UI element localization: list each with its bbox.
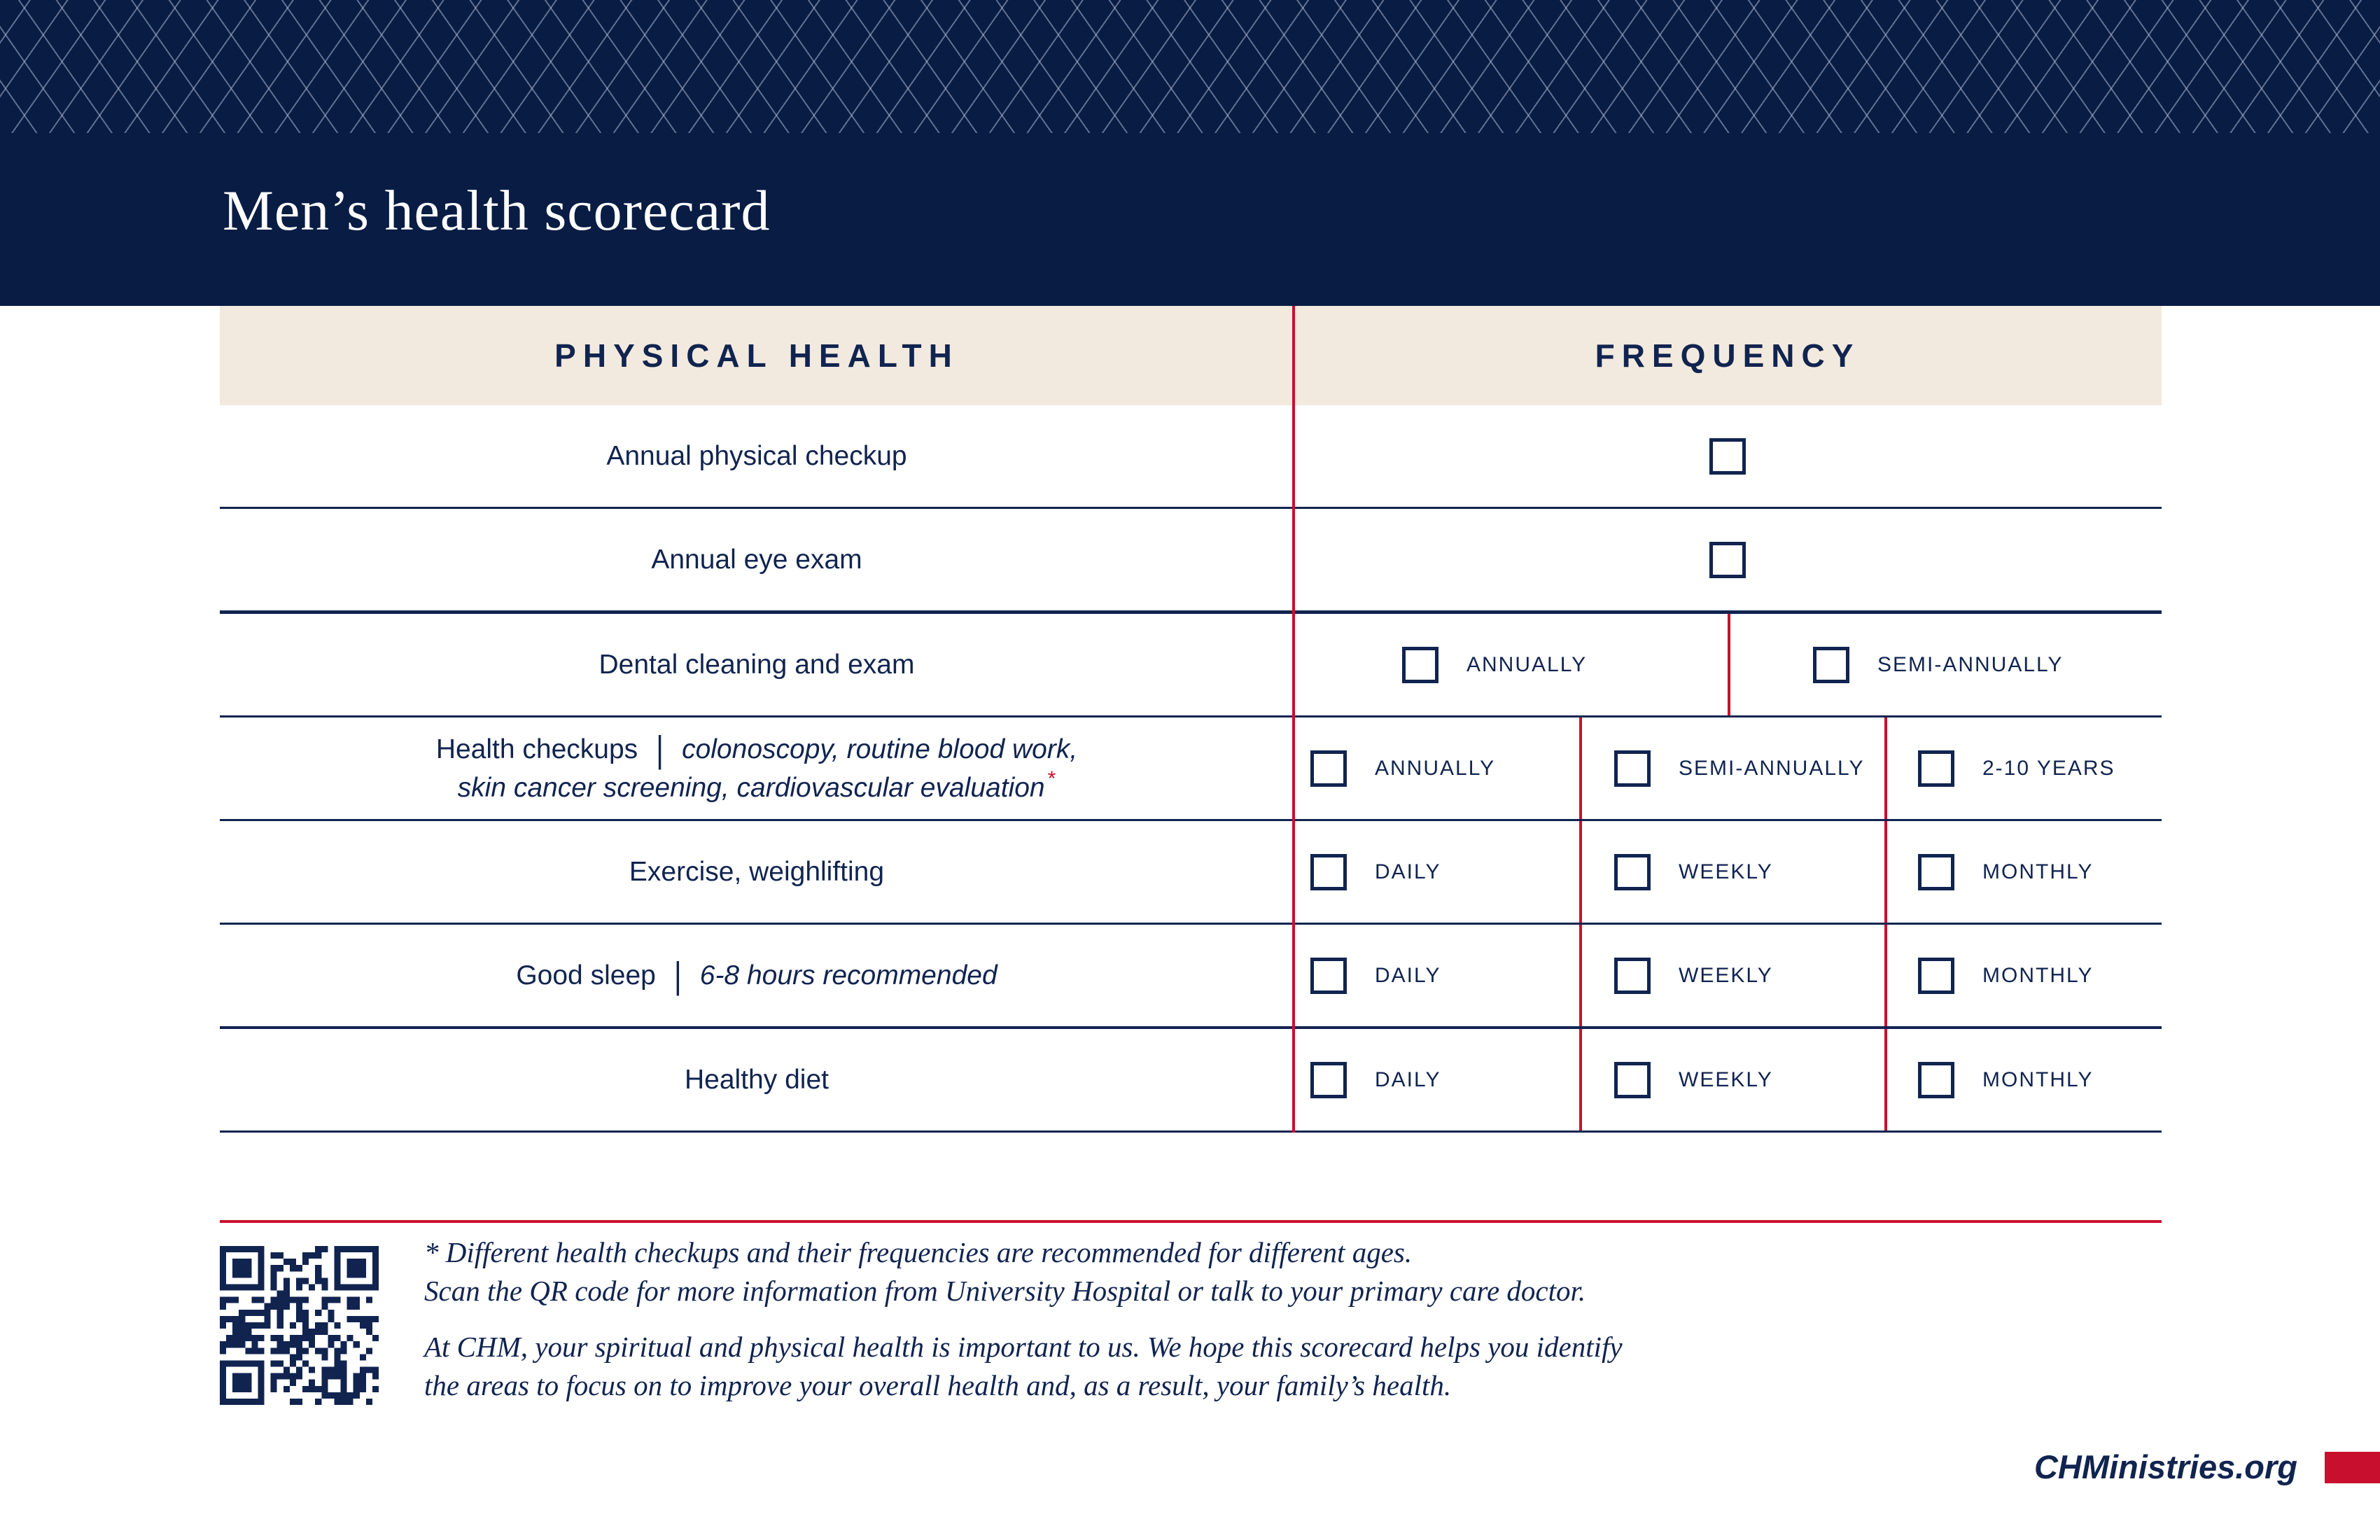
checkbox[interactable] (1918, 853, 1954, 890)
row-label: Exercise, weighlifting (629, 857, 885, 887)
table-row: Healthy diet DAILY WEEKLY MONTHLY (220, 1029, 2162, 1133)
checkbox[interactable] (1402, 646, 1438, 683)
frequency-cell: ANNUALLY SEMI-ANNUALLY (1294, 614, 2162, 715)
checkbox[interactable] (1709, 438, 1746, 475)
frequency-option (1294, 405, 2162, 507)
option-label: WEEKLY (1679, 1068, 1773, 1091)
row-label-cell: Good sleep | 6-8 hours recommended (220, 925, 1294, 1026)
frequency-option: DAILY (1294, 821, 1579, 923)
checkbox[interactable] (1614, 1061, 1651, 1098)
option-label: 2-10 YEARS (1982, 756, 2115, 780)
table-row: Exercise, weighlifting DAILY WEEKLY MONTHLY (220, 821, 2162, 925)
table-row: Annual eye exam (220, 509, 2162, 614)
option-label: WEEKLY (1679, 963, 1773, 987)
table-header-row: PHYSICAL HEALTH FREQUENCY (220, 306, 2162, 405)
option-label: MONTHLY (1982, 963, 2094, 987)
option-label: DAILY (1375, 1068, 1441, 1091)
table-body: Annual physical checkup Annual eye exam De… (220, 405, 2162, 1133)
checkbox[interactable] (1310, 853, 1347, 890)
row-label-cell: Healthy diet (220, 1029, 1294, 1130)
option-label: MONTHLY (1982, 860, 2094, 883)
frequency-option: MONTHLY (1884, 925, 2162, 1026)
checkbox[interactable] (1614, 750, 1651, 787)
column-header-physical-health: PHYSICAL HEALTH (554, 337, 959, 374)
checkbox[interactable] (1310, 750, 1347, 787)
red-accent-block (2325, 1452, 2380, 1483)
frequency-option: WEEKLY (1579, 1029, 1884, 1130)
footnote-line: * Different health checkups and their fr… (424, 1236, 1413, 1268)
option-label: MONTHLY (1982, 1068, 2094, 1091)
option-label: ANNUALLY (1466, 652, 1588, 676)
checkbox[interactable] (1709, 541, 1746, 578)
scorecard-table: PHYSICAL HEALTH FREQUENCY Annual physica… (220, 306, 2162, 1133)
frequency-cell (1294, 509, 2162, 610)
frequency-cell: DAILY WEEKLY MONTHLY (1294, 925, 2162, 1026)
frequency-option: SEMI-ANNUALLY (1579, 718, 1884, 819)
checkbox[interactable] (1310, 957, 1347, 994)
row-label: Healthy diet (685, 1065, 829, 1095)
row-detail: colonoscopy, routine blood work, (682, 734, 1078, 764)
checkbox[interactable] (1614, 957, 1651, 994)
row-label: Dental cleaning and exam (598, 650, 915, 680)
option-label: WEEKLY (1679, 860, 1773, 883)
frequency-option: WEEKLY (1579, 821, 1884, 923)
row-label-cell: Annual physical checkup (220, 405, 1294, 507)
column-header-frequency: FREQUENCY (1595, 337, 1861, 374)
option-label: DAILY (1375, 963, 1441, 987)
option-label: ANNUALLY (1375, 756, 1496, 780)
website-logo[interactable]: CHMinistries.org (2033, 1448, 2297, 1485)
row-label: Annual physical checkup (606, 441, 907, 471)
frequency-option: 2-10 YEARS (1884, 718, 2162, 819)
option-label: DAILY (1375, 860, 1441, 883)
option-label: SEMI-ANNUALLY (1679, 756, 1865, 780)
frequency-option (1294, 509, 2162, 610)
frequency-cell: DAILY WEEKLY MONTHLY (1294, 1029, 2162, 1130)
row-detail: 6-8 hours recommended (699, 960, 997, 990)
frequency-option: ANNUALLY (1294, 718, 1579, 819)
checkbox[interactable] (1310, 1061, 1347, 1098)
frequency-option: SEMI-ANNUALLY (1728, 614, 2162, 715)
row-label-cell: Annual eye exam (220, 509, 1294, 610)
header-banner: Men’s health scorecard (0, 0, 2380, 306)
table-row: Dental cleaning and exam ANNUALLY SEMI-ANN… (220, 614, 2162, 718)
row-label-cell: Health checkups | colonoscopy, routine blo… (220, 718, 1294, 819)
frequency-option: DAILY (1294, 1029, 1579, 1130)
row-label-cell: Exercise, weighlifting (220, 821, 1294, 923)
crosshatch-pattern (0, 0, 2380, 133)
frequency-option: DAILY (1294, 925, 1579, 1026)
table-row: Health checkups | colonoscopy, routine blo… (220, 718, 2162, 821)
frequency-option: MONTHLY (1884, 1029, 2162, 1130)
row-label: Health checkups (435, 734, 638, 764)
checkbox[interactable] (1918, 957, 1954, 994)
footnote-line: Scan the QR code for more information fr… (424, 1275, 1586, 1307)
footnote-line: the areas to focus on to improve your ov… (424, 1369, 1452, 1401)
row-label: Good sleep (516, 960, 656, 990)
pipe-separator: | (673, 955, 682, 996)
table-row: Good sleep | 6-8 hours recommended DAILY WEE… (220, 925, 2162, 1029)
frequency-cell: DAILY WEEKLY MONTHLY (1294, 821, 2162, 923)
frequency-option: MONTHLY (1884, 821, 2162, 923)
pipe-separator: | (656, 728, 664, 770)
row-label-cell: Dental cleaning and exam (220, 614, 1294, 715)
checkbox[interactable] (1813, 646, 1849, 683)
row-label: Annual eye exam (651, 545, 862, 575)
footnotes: * Different health checkups and their fr… (424, 1233, 1623, 1405)
red-column-divider (1292, 306, 1295, 1133)
frequency-option: ANNUALLY (1294, 614, 1728, 715)
frequency-cell: ANNUALLY SEMI-ANNUALLY 2-10 YEARS (1294, 718, 2162, 819)
qr-code (220, 1246, 379, 1405)
option-label: SEMI-ANNUALLY (1877, 652, 2064, 676)
page-title: Men’s health scorecard (223, 178, 771, 242)
footnote-line: At CHM, your spiritual and physical heal… (424, 1331, 1623, 1363)
frequency-cell (1294, 405, 2162, 507)
footer-divider-line (220, 1220, 2162, 1223)
checkbox[interactable] (1918, 1061, 1954, 1098)
row-detail: skin cancer screening, cardiovascular ev… (457, 772, 1045, 803)
table-row: Annual physical checkup (220, 405, 2162, 509)
checkbox[interactable] (1614, 853, 1651, 890)
frequency-option: WEEKLY (1579, 925, 1884, 1026)
checkbox[interactable] (1918, 750, 1954, 787)
